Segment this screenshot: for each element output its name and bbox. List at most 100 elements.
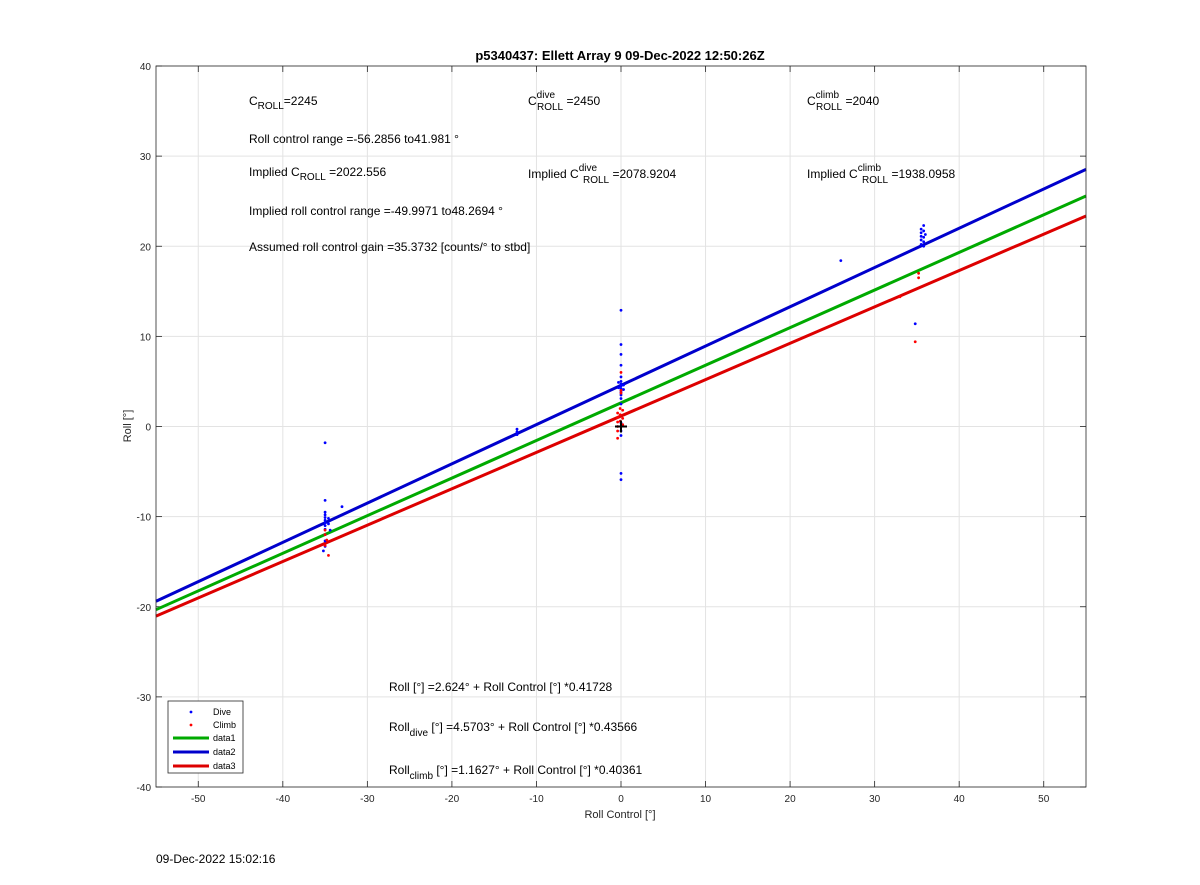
dive-point	[515, 427, 519, 431]
dive-point	[323, 524, 327, 528]
y-tick-label: -40	[137, 783, 152, 794]
dive-point	[619, 380, 623, 383]
c-roll-climb-annotation: Cclimb ROLL =2040	[807, 90, 879, 113]
dive-point	[323, 513, 327, 517]
x-tick-label: 50	[1038, 794, 1050, 805]
climb-point	[323, 528, 327, 532]
x-tick-label: 40	[954, 794, 966, 805]
legend-data3-label: data3	[213, 761, 236, 771]
dive-point	[922, 240, 926, 244]
legend-climb-label: Climb	[213, 720, 236, 730]
climb-point	[621, 408, 625, 412]
dive-point	[922, 244, 926, 248]
plot-frame	[155, 65, 1087, 788]
dive-point	[327, 522, 330, 526]
x-tick-label: -20	[445, 794, 460, 805]
x-tick-label: -40	[276, 794, 291, 805]
chart-title: p5340437: Ellett Array 9 09-Dec-2022 12:…	[475, 48, 764, 63]
y-axis-label: Roll [°]	[122, 410, 134, 443]
legend-dive-label: Dive	[213, 707, 231, 717]
dive-point	[619, 478, 623, 482]
climb-point	[618, 407, 622, 410]
legend-data2-label: data2	[213, 747, 236, 757]
legend-climb-marker	[189, 723, 193, 727]
dive-point	[919, 231, 923, 235]
dive-point	[619, 471, 623, 475]
y-tick-label: 0	[145, 423, 151, 434]
dive-point	[619, 343, 623, 346]
implied-range-annotation: Implied roll control range =-49.9971 to4…	[249, 204, 503, 218]
dive-point	[323, 518, 327, 522]
climb-point	[323, 533, 327, 537]
dive-point	[323, 499, 327, 502]
x-tick-label: -10	[529, 794, 544, 805]
climb-point	[327, 553, 330, 557]
equation-all: Roll [°] =2.624° + Roll Control [°] *0.4…	[389, 680, 613, 694]
climb-point	[616, 411, 620, 415]
x-tick-label: 0	[618, 794, 624, 805]
x-tick-label: -50	[191, 794, 206, 805]
climb-point	[917, 271, 920, 275]
y-tick-label: -20	[137, 603, 152, 614]
climb-point	[621, 416, 625, 420]
tick-labels: -50 -40 -30 -20 -10 0 10 20 30 40 50 -40 -30 -20 -10 0 1…	[137, 62, 1086, 805]
x-tick-label: 30	[869, 794, 881, 805]
dive-point	[323, 441, 327, 445]
dive-point	[622, 383, 625, 387]
y-tick-label: 10	[140, 332, 152, 343]
climb-point	[913, 340, 917, 344]
dive-point	[619, 402, 623, 406]
dive-point	[322, 549, 325, 553]
dive-point	[515, 430, 519, 434]
climb-point	[616, 416, 620, 419]
dive-point	[617, 380, 620, 384]
y-tick-label: -30	[137, 693, 152, 704]
dive-point	[323, 521, 327, 525]
y-tick-label: 40	[140, 62, 152, 73]
climb-point	[619, 389, 623, 392]
climb-point	[619, 391, 623, 395]
climb-point	[619, 371, 623, 374]
dive-point	[515, 433, 519, 437]
dive-point	[619, 434, 623, 437]
c-roll-annotation: CROLL=2245	[249, 94, 318, 112]
dive-point	[619, 397, 623, 400]
dive-point	[922, 235, 926, 239]
legend: Dive Climb data1 data2 data3	[167, 700, 244, 774]
equation-dive: Rolldive [°] =4.5703° + Roll Control [°]…	[389, 720, 638, 739]
implied-c-dive-annotation: Implied Cdive ROLL =2078.9204	[528, 163, 677, 186]
dive-point	[327, 517, 330, 520]
climb-point	[323, 544, 327, 547]
legend-dive-marker	[189, 710, 193, 714]
y-tick-label: 20	[140, 242, 152, 253]
dive-point	[919, 238, 923, 242]
climb-point	[616, 436, 620, 440]
c-roll-dive-annotation: Cdive ROLL =2450	[528, 90, 600, 113]
climb-point	[898, 295, 902, 299]
implied-c-roll-annotation: Implied CROLL =2022.556	[249, 165, 387, 183]
climb-point	[616, 429, 620, 433]
climb-point	[917, 276, 920, 280]
climb-point	[325, 538, 329, 542]
dive-point	[619, 308, 623, 312]
y-tick-label: 30	[140, 152, 152, 163]
dive-point	[328, 528, 332, 532]
dive-point	[619, 384, 623, 388]
gain-annotation: Assumed roll control gain =35.3732 [coun…	[249, 240, 530, 254]
x-tick-label: -30	[360, 794, 375, 805]
dive-point	[913, 322, 917, 326]
dive-point	[622, 388, 625, 391]
legend-data1-label: data1	[213, 733, 236, 743]
data-points	[322, 224, 927, 557]
equation-climb: Rollclimb [°] =1.1627° + Roll Control [°…	[389, 763, 643, 782]
dive-point	[617, 386, 620, 390]
implied-c-climb-annotation: Implied Cclimb ROLL =1938.0958	[807, 163, 956, 186]
dive-point	[323, 516, 327, 519]
dive-point	[922, 229, 926, 233]
footer-timestamp: 09-Dec-2022 15:02:16	[156, 852, 276, 866]
dive-point	[619, 363, 623, 367]
climb-point	[616, 420, 620, 424]
dive-point	[619, 375, 623, 379]
dive-point	[323, 510, 327, 514]
climb-point	[618, 413, 622, 417]
